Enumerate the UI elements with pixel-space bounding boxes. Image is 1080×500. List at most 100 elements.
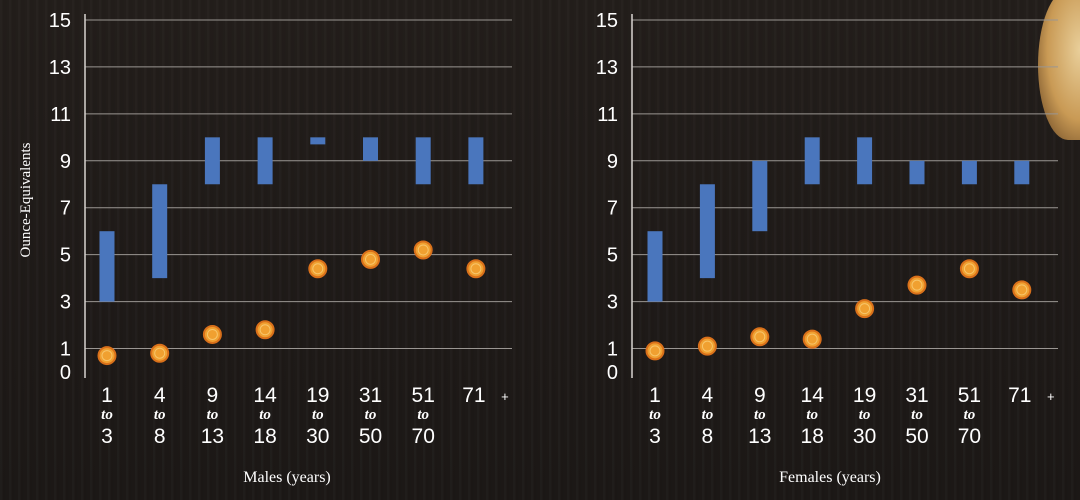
usual-intake-dot-ring [649, 345, 661, 357]
usual-intake-dot [855, 299, 875, 319]
usual-intake-dot [308, 259, 328, 279]
recommended-range-bar [909, 160, 925, 185]
x-tick-label-to-word: to [806, 407, 818, 423]
usual-intake-dot-ring [911, 279, 923, 291]
y-tick-label: 1 [607, 339, 618, 361]
usual-intake-dot-ring [259, 324, 271, 336]
x-tick-label-to: 13 [201, 425, 224, 448]
females-chart: 0135791113151to34to89to1314to1819to3031t… [596, 10, 1058, 486]
x-tick-label-from: 71 [462, 384, 485, 407]
x-tick-label-to: 8 [154, 425, 166, 448]
x-tick-label-from: 9 [207, 384, 219, 407]
x-tick-label-from: 19 [306, 384, 329, 407]
x-tick-label-to: 30 [853, 425, 876, 448]
x-tick-label-from: 14 [801, 384, 825, 407]
x-tick-label-to: 70 [958, 425, 981, 448]
x-tick-label-from: 1 [101, 384, 113, 407]
usual-intake-dot-ring [806, 333, 818, 345]
recommended-range-bar [99, 231, 115, 302]
recommended-range-bar [152, 184, 168, 279]
x-tick-label-from: 4 [154, 384, 166, 407]
recommended-range-bar [363, 137, 378, 161]
recommended-range-bar [647, 231, 663, 302]
x-tick-label-from: 14 [253, 384, 277, 407]
y-tick-label: 15 [596, 10, 618, 32]
y-tick-label: 3 [607, 292, 618, 314]
y-tick-label: 1 [60, 339, 71, 361]
x-tick-label-to: 18 [253, 425, 276, 448]
x-tick-label-to-word: to [649, 407, 661, 423]
usual-intake-dot [697, 336, 717, 356]
usual-intake-dot-ring [1016, 284, 1028, 296]
y-tick-label: 11 [50, 104, 71, 126]
y-tick-label: 9 [607, 151, 618, 173]
x-tick-label-to: 30 [306, 425, 329, 448]
x-tick-label-to-word: to [101, 407, 113, 423]
usual-intake-dot [466, 259, 486, 279]
usual-intake-dot [413, 240, 433, 260]
recommended-range-bar [961, 160, 977, 185]
usual-intake-dot [202, 324, 222, 344]
x-tick-label-from: 31 [359, 384, 382, 407]
usual-intake-dot [802, 329, 822, 349]
y-tick-label: 0 [60, 362, 71, 384]
x-tick-label-to-word: to [859, 407, 871, 423]
x-tick-label-to-word: to [964, 407, 976, 423]
recommended-range-bar [204, 137, 220, 185]
usual-intake-dot-ring [312, 263, 324, 275]
x-axis-label: Females (years) [779, 469, 881, 486]
usual-intake-dot [255, 320, 275, 340]
y-axis-label: Ounce-Equivalents [18, 142, 34, 257]
x-tick-label-to: 50 [359, 425, 382, 448]
x-tick-label-plus: + [1047, 389, 1055, 404]
y-tick-label: 0 [607, 362, 618, 384]
usual-intake-dot-ring [963, 263, 975, 275]
x-tick-label-to: 18 [801, 425, 824, 448]
x-tick-label-from: 4 [702, 384, 714, 407]
x-tick-label-from: 31 [905, 384, 928, 407]
y-tick-label: 15 [49, 10, 71, 32]
usual-intake-dot-ring [701, 340, 713, 352]
x-tick-label-to-word: to [417, 407, 429, 423]
usual-intake-dot-ring [754, 331, 766, 343]
x-tick-label-to-word: to [259, 407, 271, 423]
recommended-range-bar [804, 137, 820, 185]
x-tick-label-to-word: to [702, 407, 714, 423]
y-tick-label: 7 [60, 198, 71, 220]
x-tick-label-from: 9 [754, 384, 766, 407]
y-tick-label: 7 [607, 198, 618, 220]
x-tick-label-from: 19 [853, 384, 876, 407]
x-tick-label-from: 1 [649, 384, 661, 407]
usual-intake-dot-ring [206, 328, 218, 340]
x-tick-label-to: 3 [649, 425, 661, 448]
recommended-range-bar [257, 137, 273, 185]
recommended-range-bar [1014, 160, 1030, 185]
x-tick-label-to: 8 [702, 425, 714, 448]
x-tick-label-to-word: to [312, 407, 324, 423]
x-tick-label-to-word: to [365, 407, 377, 423]
recommended-range-bar [857, 137, 873, 185]
usual-intake-dot-ring [365, 253, 376, 265]
usual-intake-dot-ring [417, 244, 429, 256]
x-tick-label-from: 71 [1008, 384, 1031, 407]
y-tick-label: 5 [60, 245, 71, 267]
x-tick-label-to: 70 [412, 425, 435, 448]
x-tick-label-from: 51 [958, 384, 981, 407]
usual-intake-dot [150, 343, 170, 363]
x-tick-label-to-word: to [207, 407, 219, 423]
recommended-range-bar [310, 137, 326, 145]
recommended-range-bar [415, 137, 431, 185]
x-tick-label-to-word: to [911, 407, 923, 423]
y-tick-label: 3 [60, 292, 71, 314]
y-tick-label: 13 [596, 57, 618, 79]
recommended-range-bar [699, 184, 715, 279]
usual-intake-dot-ring [101, 350, 113, 362]
usual-intake-dot [645, 341, 665, 361]
y-tick-label: 13 [49, 57, 71, 79]
x-tick-label-to-word: to [154, 407, 166, 423]
x-tick-label-to-word: to [754, 407, 766, 423]
usual-intake-dot [361, 249, 380, 269]
x-tick-label-to: 3 [101, 425, 113, 448]
usual-intake-dot-ring [859, 303, 871, 315]
